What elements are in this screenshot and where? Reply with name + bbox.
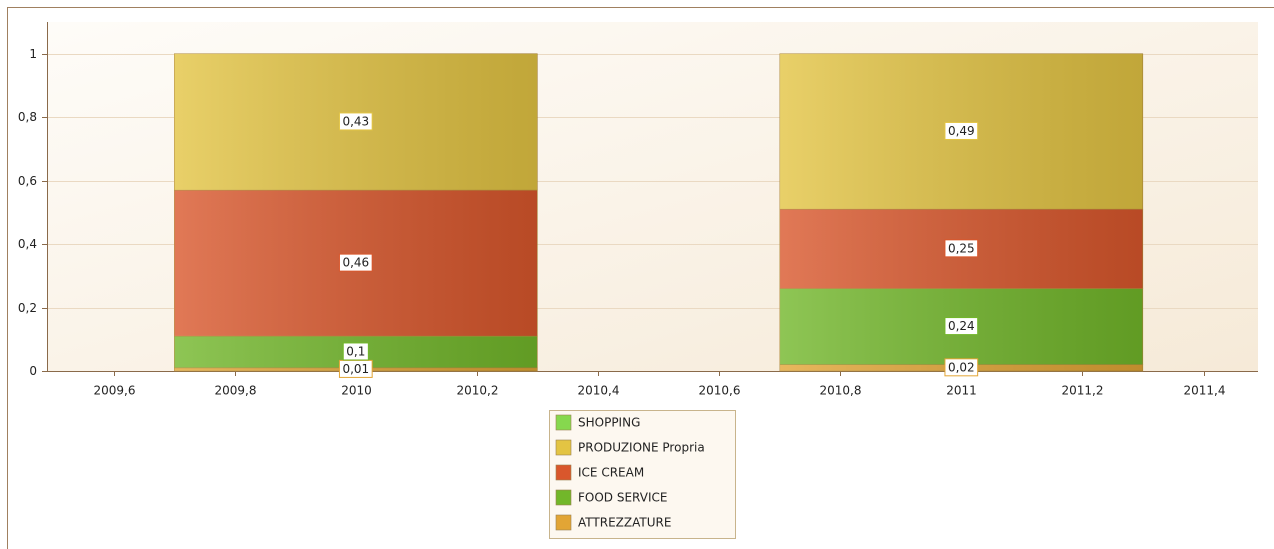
y-tick-label: 0,2 — [18, 301, 37, 315]
data-label: 0,49 — [948, 124, 975, 138]
data-label: 0,24 — [948, 319, 975, 333]
legend-swatch — [555, 464, 572, 481]
x-tick-label: 2010,4 — [578, 384, 620, 398]
x-tick-label: 2010,8 — [820, 384, 862, 398]
x-tick-label: 2010,2 — [457, 384, 499, 398]
data-label-box — [944, 317, 979, 336]
data-label-box — [342, 342, 369, 361]
legend-label: PRODUZIONE Propria — [578, 441, 705, 455]
legend-label: SHOPPING — [578, 416, 640, 430]
x-tick-label: 2010 — [341, 384, 372, 398]
x-tick-label: 2011 — [946, 384, 977, 398]
data-label-box — [338, 112, 373, 131]
data-label-box — [944, 358, 979, 377]
data-label-box — [944, 121, 979, 140]
legend-label: ICE CREAM — [578, 466, 644, 480]
data-label-box — [944, 239, 979, 258]
x-tick-label: 2009,6 — [94, 384, 136, 398]
legend-swatch — [555, 439, 572, 456]
legend-swatch — [555, 414, 572, 431]
x-tick-label: 2010,6 — [699, 384, 741, 398]
y-tick-label: 1 — [29, 47, 37, 61]
y-tick-label: 0,6 — [18, 174, 37, 188]
legend-label: FOOD SERVICE — [578, 491, 667, 505]
y-tick-label: 0,4 — [18, 237, 37, 251]
y-tick-label: 0,8 — [18, 110, 37, 124]
x-tick-label: 2009,8 — [215, 384, 257, 398]
data-label: 0,43 — [342, 114, 369, 128]
data-label: 0,46 — [342, 256, 369, 270]
legend-box — [549, 410, 736, 539]
data-label: 0,25 — [948, 241, 975, 255]
x-tick-label: 2011,4 — [1184, 384, 1226, 398]
legend-swatch — [555, 489, 572, 506]
x-tick-label: 2011,2 — [1062, 384, 1104, 398]
data-label: 0,1 — [346, 344, 365, 358]
data-label: 0,01 — [342, 362, 369, 376]
y-tick-label: 0 — [29, 364, 37, 378]
legend-swatch — [555, 514, 572, 531]
data-label-box — [338, 253, 373, 272]
data-label: 0,02 — [948, 360, 975, 374]
legend-label: ATTREZZATURE — [578, 516, 671, 530]
